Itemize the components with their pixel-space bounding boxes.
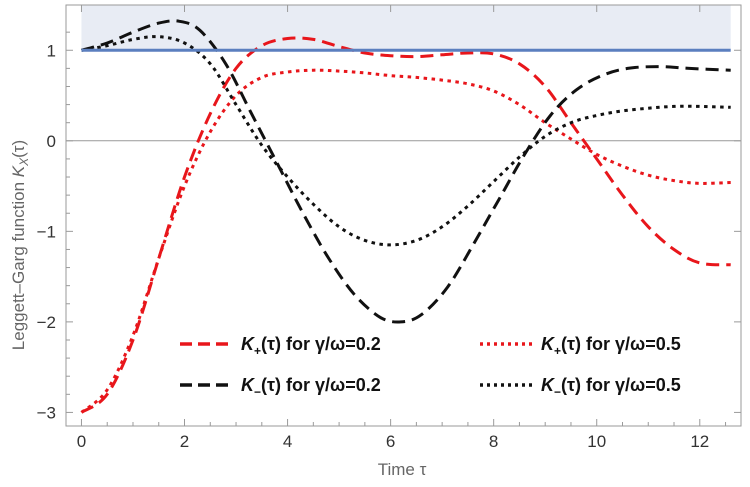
legend-label-kminus-0.2: K−(τ) for γ/ω=0.2 bbox=[241, 375, 381, 399]
x-tick-label: 8 bbox=[489, 432, 498, 451]
plot-frame bbox=[65, 4, 742, 427]
y-axis-title: Leggett–Garg function KX(τ) bbox=[9, 140, 31, 350]
legend-label-kminus-0.5: K−(τ) for γ/ω=0.5 bbox=[541, 375, 681, 399]
x-tick-label: 2 bbox=[180, 432, 189, 451]
series-line-1 bbox=[80, 68, 731, 414]
legend-entry-kminus-0.5: K−(τ) for γ/ω=0.5 bbox=[480, 375, 681, 399]
legend-label-kplus-0.5: K+(τ) for γ/ω=0.5 bbox=[541, 334, 681, 358]
x-tick-label: 0 bbox=[77, 432, 86, 451]
y-tick-label: −2 bbox=[37, 313, 56, 332]
x-tick-label: 10 bbox=[587, 432, 606, 451]
legend-label-kplus-0.2: K+(τ) for γ/ω=0.2 bbox=[241, 334, 381, 358]
shaded-violation-region bbox=[81, 5, 731, 51]
series-line-2 bbox=[81, 19, 731, 324]
x-tick-label: 12 bbox=[690, 432, 709, 451]
legend: K+(τ) for γ/ω=0.2 K+(τ) for γ/ω=0.5 K−(τ… bbox=[180, 334, 681, 399]
y-tick-label: −1 bbox=[37, 222, 56, 241]
legend-entry-kminus-0.2: K−(τ) for γ/ω=0.2 bbox=[180, 375, 381, 399]
x-axis-title: Time τ bbox=[378, 460, 427, 479]
y-tick-label: 0 bbox=[47, 132, 56, 151]
x-tick-label: 6 bbox=[386, 432, 395, 451]
x-tick-label: 4 bbox=[283, 432, 292, 451]
y-tick-label: 1 bbox=[47, 41, 56, 60]
series-line-3 bbox=[81, 35, 731, 247]
y-tick-label: −3 bbox=[37, 403, 56, 422]
legend-entry-kplus-0.2: K+(τ) for γ/ω=0.2 bbox=[180, 334, 381, 358]
series-line-0 bbox=[80, 36, 731, 414]
legend-entry-kplus-0.5: K+(τ) for γ/ω=0.5 bbox=[480, 334, 681, 358]
